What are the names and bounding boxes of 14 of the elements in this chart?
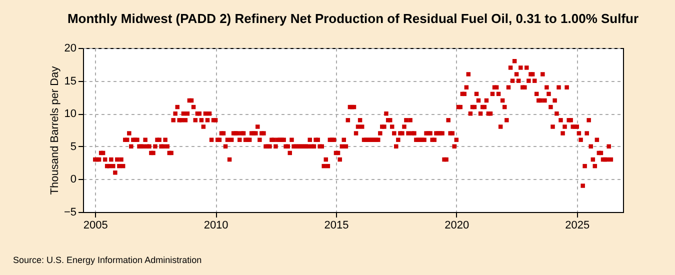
y-tick-label: 5	[70, 140, 76, 153]
y-tick-label: 20	[64, 42, 76, 54]
x-tick-label: 2010	[204, 220, 228, 232]
x-tick-label: 2015	[324, 220, 349, 232]
x-tick-label: 2005	[83, 220, 108, 232]
x-tick-label: 2025	[565, 220, 590, 232]
y-tick-label: 0	[70, 174, 76, 186]
y-tick-label: 15	[64, 75, 76, 88]
y-tick-label: 10	[64, 108, 76, 120]
x-tick-label: 2020	[444, 220, 470, 232]
source-note: Source: U.S. Energy Information Administration	[13, 255, 202, 265]
y-tick-label: −5	[64, 206, 76, 218]
y-axis-title: Thousand Barrels per Day	[48, 66, 61, 195]
chart-title: Monthly Midwest (PADD 2) Refinery Net Production of Residual Fuel Oil, 0.31 to 1.00% Sulfur	[67, 11, 639, 26]
